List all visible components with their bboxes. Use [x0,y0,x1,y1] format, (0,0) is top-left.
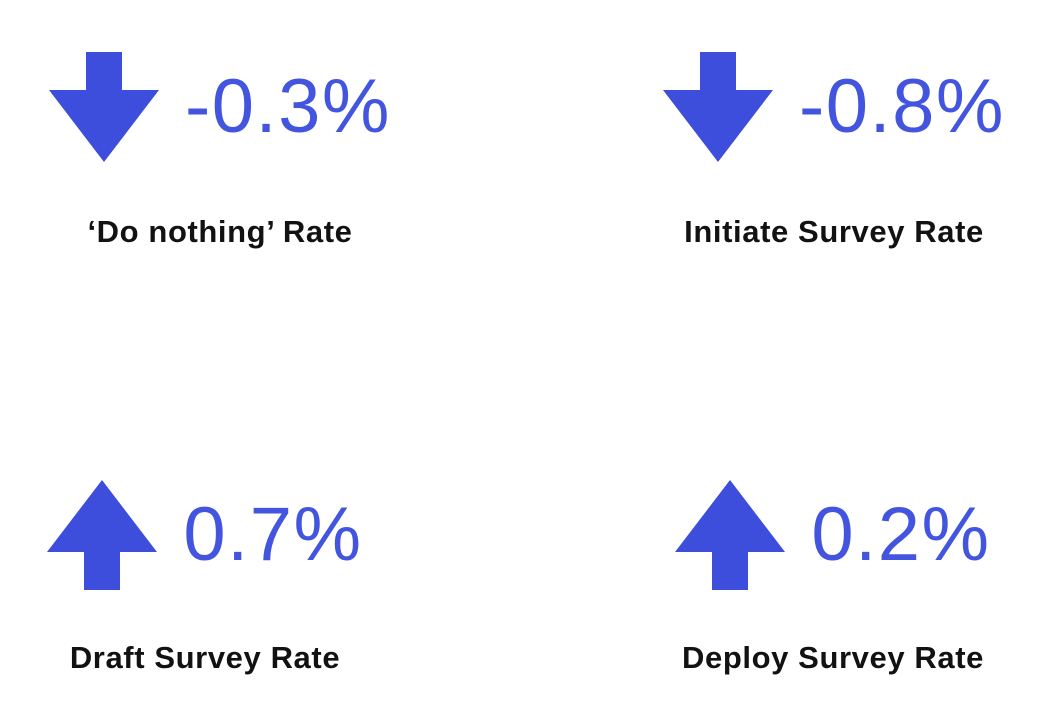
kpi-card-initiate-survey-rate: -0.8% Initiate Survey Rate [614,52,1052,250]
kpi-card-do-nothing-rate: -0.3% ‘Do nothing’ Rate [0,52,440,250]
metric-row: 0.7% [47,480,362,590]
kpi-card-deploy-survey-rate: 0.2% Deploy Survey Rate [613,480,1052,676]
metric-label: ‘Do nothing’ Rate [87,214,353,249]
metric-value: 0.2% [811,492,991,577]
metric-label: Initiate Survey Rate [684,214,984,249]
metric-row: 0.2% [675,480,990,590]
metric-label: Deploy Survey Rate [682,640,984,675]
down-arrow-icon [48,52,159,162]
metric-value: -0.3% [184,64,392,149]
down-arrow-icon [662,52,773,162]
kpi-card-draft-survey-rate: 0.7% Draft Survey Rate [0,480,410,676]
metric-row: -0.3% [48,52,392,162]
metric-value: 0.7% [183,492,363,577]
metric-label: Draft Survey Rate [69,640,341,675]
metric-row: -0.8% [662,52,1006,162]
up-arrow-icon [47,480,158,590]
metric-value: -0.8% [798,64,1006,149]
up-arrow-icon [675,480,786,590]
